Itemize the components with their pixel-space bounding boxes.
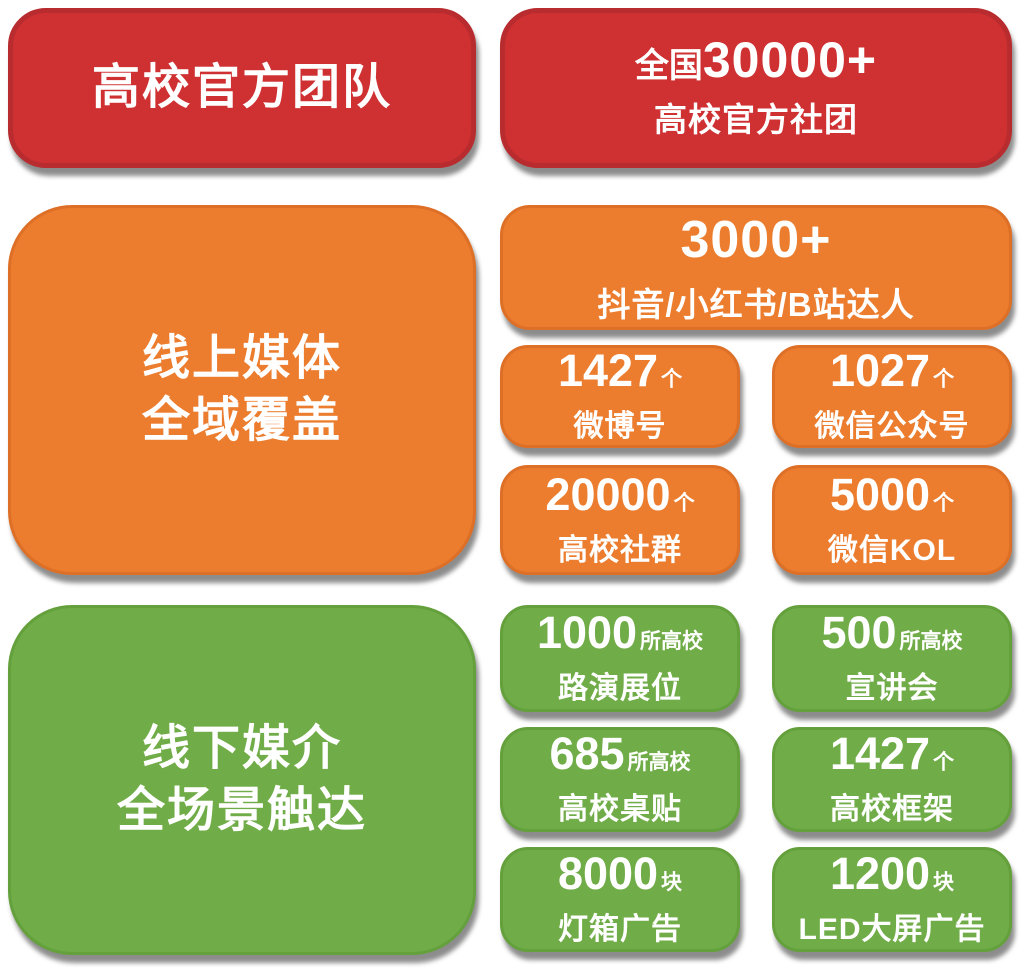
- campus-frames-number: 1427: [829, 728, 931, 779]
- stat-card-campus-groups: 20000 个 高校社群: [500, 465, 740, 575]
- wechat-kol-number-row: 5000 个: [830, 472, 954, 517]
- official-clubs-number-row: 全国 30000+: [635, 35, 877, 85]
- wechat-official-number: 1027: [829, 345, 931, 396]
- stat-card-weibo: 1427 个 微博号: [500, 345, 740, 448]
- category-card-online-media: 线上媒体 全域覆盖: [8, 205, 476, 575]
- wechat-official-label: 微信公众号: [814, 410, 970, 443]
- lightbox-ads-number-row: 8000 块: [558, 851, 682, 896]
- lightbox-ads-number: 8000: [557, 848, 659, 899]
- official-clubs-number: 30000+: [702, 32, 878, 88]
- campus-groups-number: 20000: [545, 468, 671, 520]
- wechat-official-unit: 个: [933, 368, 955, 391]
- weibo-number: 1427: [557, 345, 659, 396]
- stat-card-wechat-kol: 5000 个 微信KOL: [772, 465, 1012, 575]
- stat-card-lightbox-ads: 8000 块 灯箱广告: [500, 847, 740, 952]
- led-screen-ads-label: LED大屏广告: [798, 913, 986, 946]
- info-sessions-number-row: 500 所高校: [821, 610, 962, 655]
- official-clubs-prefix: 全国: [634, 47, 703, 85]
- led-screen-ads-unit: 块: [933, 871, 955, 894]
- stat-card-desk-stickers: 685 所高校 高校桌贴: [500, 727, 740, 832]
- weibo-label: 微博号: [573, 410, 667, 443]
- info-sessions-number: 500: [821, 607, 897, 658]
- influencers-label: 抖音/小红书/B站达人: [597, 285, 915, 323]
- campus-groups-unit: 个: [673, 491, 695, 515]
- campus-groups-number-row: 20000 个: [545, 472, 694, 517]
- campus-frames-number-row: 1427 个: [830, 731, 954, 776]
- campus-frames-unit: 个: [933, 751, 955, 774]
- wechat-official-number-row: 1027 个: [830, 348, 954, 393]
- online-media-title-line1: 线上媒体: [141, 331, 342, 385]
- led-screen-ads-number: 1200: [829, 848, 931, 899]
- desk-stickers-unit: 所高校: [627, 751, 691, 774]
- info-sessions-unit: 所高校: [899, 630, 963, 653]
- weibo-unit: 个: [661, 368, 683, 391]
- official-team-title: 高校官方团队: [91, 60, 392, 114]
- category-card-official-team: 高校官方团队: [8, 8, 476, 168]
- roadshow-booths-unit: 所高校: [640, 630, 704, 653]
- info-sessions-label: 宣讲会: [845, 672, 939, 705]
- campus-groups-label: 高校社群: [558, 533, 682, 567]
- roadshow-booths-number-row: 1000 所高校: [537, 610, 703, 655]
- stat-card-roadshow-booths: 1000 所高校 路演展位: [500, 605, 740, 712]
- stat-card-wechat-official: 1027 个 微信公众号: [772, 345, 1012, 448]
- stat-card-info-sessions: 500 所高校 宣讲会: [772, 605, 1012, 712]
- roadshow-booths-number: 1000: [536, 607, 638, 658]
- wechat-kol-label: 微信KOL: [827, 533, 957, 567]
- wechat-kol-number: 5000: [829, 468, 931, 520]
- desk-stickers-number-row: 685 所高校: [549, 731, 690, 776]
- stat-card-led-screen-ads: 1200 块 LED大屏广告: [772, 847, 1012, 952]
- desk-stickers-label: 高校桌贴: [558, 793, 682, 826]
- weibo-number-row: 1427 个: [558, 348, 682, 393]
- official-clubs-label: 高校官方社团: [654, 101, 858, 138]
- offline-media-title-line1: 线下媒介: [141, 721, 342, 775]
- wechat-kol-unit: 个: [933, 491, 955, 515]
- desk-stickers-number: 685: [549, 728, 625, 779]
- led-screen-ads-number-row: 1200 块: [830, 851, 954, 896]
- roadshow-booths-label: 路演展位: [558, 672, 682, 705]
- stat-card-campus-frames: 1427 个 高校框架: [772, 727, 1012, 832]
- stat-card-official-clubs: 全国 30000+ 高校官方社团: [500, 8, 1012, 168]
- campus-frames-label: 高校框架: [830, 793, 954, 826]
- influencers-number: 3000+: [680, 210, 832, 269]
- online-media-title-line2: 全域覆盖: [141, 394, 342, 447]
- lightbox-ads-label: 灯箱广告: [558, 913, 682, 946]
- offline-media-title-line2: 全场景触达: [116, 784, 367, 837]
- stat-card-influencers: 3000+ 抖音/小红书/B站达人: [500, 205, 1012, 330]
- lightbox-ads-unit: 块: [661, 871, 683, 894]
- category-card-offline-media: 线下媒介 全场景触达: [8, 605, 476, 955]
